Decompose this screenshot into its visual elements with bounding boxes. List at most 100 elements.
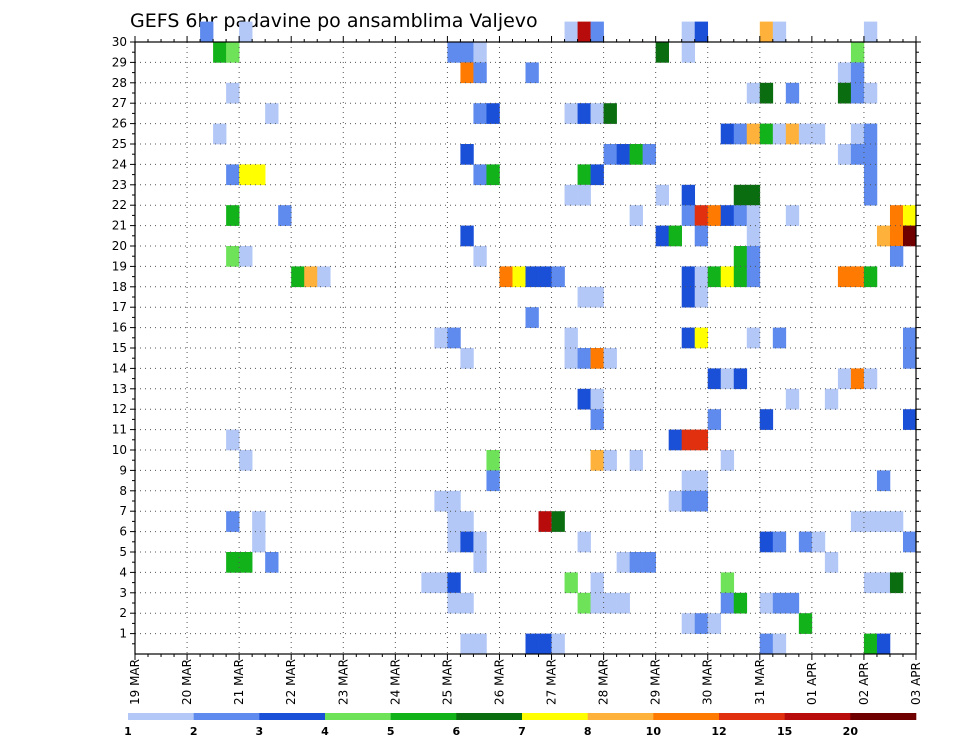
- cell-m29-s7: [226, 42, 240, 63]
- cell-m29-s24: [447, 42, 461, 63]
- cell-m19-s26: [473, 246, 487, 267]
- cell-m13-s46: [733, 368, 748, 390]
- y-tick-label: 24: [112, 157, 127, 171]
- cell-m9-s35: [590, 450, 604, 471]
- x-tick-label: 24 MAR: [388, 659, 402, 705]
- cell-m2-s35: [590, 592, 604, 614]
- cell-m30-s35: [590, 21, 604, 43]
- cell-m3-s57: [876, 572, 891, 594]
- y-axis: 1234567891011121314151617181920212223242…: [112, 35, 921, 645]
- cell-m5-s48: [759, 531, 774, 553]
- cell-m28-s25: [460, 62, 474, 84]
- cell-m20-s41: [668, 225, 682, 247]
- y-tick-label: 23: [112, 178, 127, 192]
- legend-swatch: [456, 713, 523, 720]
- cell-m5-s52: [811, 531, 826, 553]
- cell-m5-s59: [902, 531, 917, 553]
- cell-m27-s48: [759, 82, 774, 104]
- cell-m14-s33: [564, 348, 578, 369]
- cell-m17-s42: [681, 286, 696, 308]
- cell-m30-s33: [564, 21, 578, 43]
- cell-m5-s25: [460, 531, 474, 553]
- cell-m21-s38: [629, 205, 643, 226]
- cell-m6-s24: [447, 511, 461, 532]
- cell-m2-s37: [616, 592, 630, 614]
- cell-m0-s56: [863, 633, 878, 655]
- x-tick-label: 27 MAR: [545, 659, 559, 705]
- y-tick-label: 10: [112, 443, 127, 457]
- cell-m19-s46: [733, 246, 748, 267]
- cell-m26-s33: [564, 103, 578, 124]
- cell-m12-s53: [824, 388, 839, 410]
- x-tick-label: 25 MAR: [440, 659, 454, 705]
- cell-m6-s58: [889, 511, 904, 532]
- y-tick-label: 2: [119, 606, 127, 620]
- cell-m0-s49: [772, 633, 787, 655]
- cell-m26-s35: [590, 103, 604, 124]
- cell-m18-s13: [304, 266, 318, 288]
- cell-m5-s49: [772, 531, 787, 553]
- cell-m19-s47: [746, 246, 761, 267]
- cell-m2-s34: [577, 592, 591, 614]
- cell-m21-s50: [785, 205, 800, 226]
- cell-m27-s54: [837, 82, 852, 104]
- cell-m7-s43: [694, 490, 709, 512]
- cell-m25-s55: [850, 123, 865, 145]
- cell-m5-s24: [447, 531, 461, 553]
- cell-m6-s7: [226, 511, 240, 532]
- cell-m23-s9: [252, 164, 266, 186]
- y-tick-label: 9: [119, 463, 127, 477]
- y-tick-label: 21: [112, 219, 127, 233]
- cell-m19-s58: [889, 246, 904, 267]
- cell-m13-s45: [720, 368, 735, 390]
- cell-m13-s55: [850, 368, 865, 390]
- x-tick-label: 29 MAR: [649, 659, 663, 705]
- cell-m7-s42: [681, 490, 696, 512]
- cell-m24-s55: [850, 144, 865, 165]
- cell-m26-s36: [603, 103, 617, 124]
- chart-title: GEFS 6hr padavine po ansamblima Valjevo: [130, 10, 538, 32]
- cell-m5-s51: [798, 531, 813, 553]
- cell-m27-s50: [785, 82, 800, 104]
- legend-swatch: [784, 713, 851, 720]
- cell-m26-s26: [473, 103, 487, 124]
- cell-m23-s8: [239, 164, 253, 186]
- cell-m11-s35: [590, 409, 604, 430]
- cell-m0-s31: [538, 633, 552, 655]
- cell-m3-s35: [590, 572, 604, 594]
- legend-label: 12: [711, 725, 726, 738]
- cell-m18-s45: [720, 266, 735, 288]
- cell-m18-s55: [850, 266, 865, 288]
- cell-m24-s25: [460, 144, 474, 165]
- cell-m2-s48: [759, 592, 774, 614]
- y-tick-label: 7: [119, 504, 127, 518]
- legend-label: 10: [646, 725, 662, 738]
- cell-m5-s26: [473, 531, 487, 553]
- cell-m10-s42: [681, 429, 696, 451]
- cell-m26-s34: [577, 103, 591, 124]
- x-tick-label: 28 MAR: [597, 659, 611, 705]
- cell-m14-s59: [902, 348, 917, 369]
- cell-m21-s58: [889, 205, 904, 226]
- cell-m28-s54: [837, 62, 852, 84]
- cell-m18-s30: [525, 266, 539, 288]
- cell-m20-s58: [889, 225, 904, 247]
- cell-m22-s42: [681, 184, 696, 206]
- cell-m15-s42: [681, 327, 696, 349]
- cell-m0-s25: [460, 633, 474, 655]
- cell-m8-s57: [876, 470, 891, 492]
- cell-m10-s7: [226, 429, 240, 451]
- cell-m4-s8: [239, 552, 253, 573]
- cell-m22-s40: [655, 184, 669, 206]
- cell-m25-s46: [733, 123, 748, 145]
- x-tick-label: 21 MAR: [232, 659, 246, 705]
- legend-swatch: [390, 713, 457, 720]
- cell-m2-s49: [772, 592, 787, 614]
- legend-swatch: [193, 713, 260, 720]
- cell-m21-s11: [278, 205, 292, 226]
- cell-m7-s24: [447, 490, 461, 512]
- cell-m23-s35: [590, 164, 604, 186]
- cell-m30-s5: [200, 21, 214, 43]
- cell-m2-s25: [460, 592, 474, 614]
- cell-m24-s54: [837, 144, 852, 165]
